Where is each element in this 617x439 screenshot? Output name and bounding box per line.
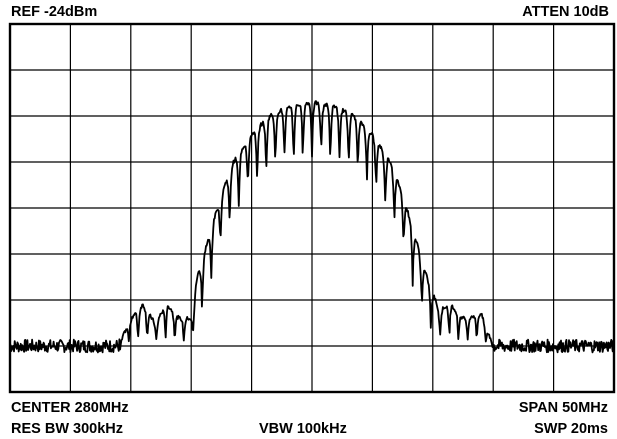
res-bw-label: RES BW 300kHz [11,421,124,437]
ref-level-label: REF -24dBm [11,4,98,20]
sweep-label: SWP 20ms [534,421,608,437]
attenuation-label: ATTEN 10dB [522,4,609,20]
center-freq-label: CENTER 280MHz [11,400,129,416]
graticule [8,22,616,394]
vbw-label: VBW 100kHz [259,421,347,437]
span-label: SPAN 50MHz [518,400,608,416]
spectrum-trace [9,100,615,354]
